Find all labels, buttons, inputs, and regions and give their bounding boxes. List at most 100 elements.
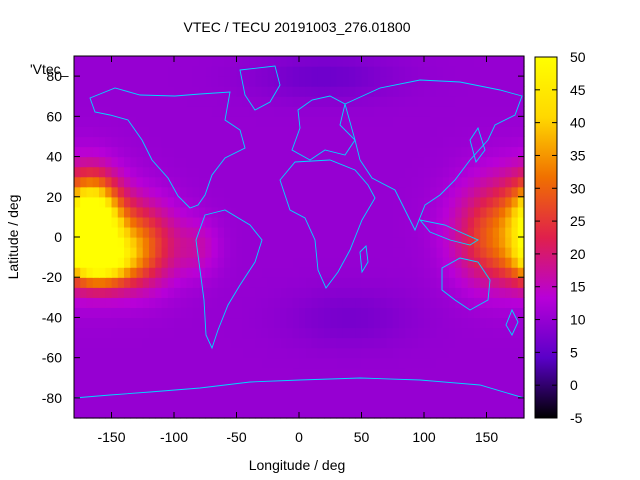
heatmap-cell	[86, 297, 94, 308]
heatmap-cell	[117, 387, 125, 399]
heatmap-cell	[249, 327, 256, 339]
y-tick-label: 0	[54, 229, 62, 245]
heatmap-cell	[380, 277, 388, 288]
heatmap-cell	[467, 317, 475, 329]
heatmap-cell	[355, 226, 363, 238]
heatmap-cell	[411, 216, 419, 228]
heatmap-cell	[380, 146, 388, 158]
heatmap-cell	[486, 307, 494, 319]
heatmap-cell	[155, 156, 163, 168]
heatmap-cell	[499, 96, 506, 107]
heatmap-cell	[449, 66, 456, 77]
heatmap-cell	[136, 277, 144, 288]
heatmap-cell	[111, 226, 119, 238]
heatmap-cell	[342, 297, 350, 308]
heatmap-cell	[167, 257, 175, 268]
heatmap-cell	[361, 216, 369, 228]
heatmap-cell	[274, 86, 281, 97]
heatmap-cell	[474, 166, 481, 178]
heatmap-cell	[242, 76, 250, 87]
heatmap-cell	[167, 66, 175, 77]
heatmap-cell	[480, 397, 488, 409]
heatmap-cell	[449, 166, 456, 178]
heatmap-cell	[317, 247, 325, 258]
heatmap-cell	[317, 136, 325, 148]
heatmap-cell	[217, 116, 225, 127]
heatmap-cell	[180, 166, 188, 178]
heatmap-cell	[124, 267, 131, 278]
heatmap-cell	[355, 267, 363, 278]
heatmap-cell	[86, 206, 94, 218]
heatmap-cell	[455, 206, 463, 218]
heatmap-cell	[274, 146, 281, 158]
heatmap-cell	[242, 86, 250, 97]
heatmap-cell	[517, 387, 525, 399]
heatmap-cell	[317, 407, 325, 419]
heatmap-cell	[424, 186, 431, 198]
heatmap-cell	[161, 116, 169, 127]
heatmap-cell	[486, 367, 494, 379]
heatmap-cell	[505, 327, 513, 339]
heatmap-cell	[161, 66, 169, 77]
heatmap-cell	[267, 186, 275, 198]
heatmap-cell	[405, 317, 413, 329]
heatmap-cell	[74, 307, 81, 319]
heatmap-cell	[330, 287, 338, 298]
heatmap-cell	[111, 387, 119, 399]
heatmap-cell	[299, 76, 306, 87]
heatmap-cell	[436, 277, 444, 288]
heatmap-cell	[192, 166, 200, 178]
heatmap-cell	[380, 237, 388, 248]
heatmap-cell	[305, 176, 313, 188]
heatmap-cell	[430, 327, 438, 339]
heatmap-cell	[192, 287, 200, 298]
heatmap-cell	[374, 397, 381, 409]
heatmap-cell	[511, 407, 519, 419]
heatmap-cell	[436, 317, 444, 329]
heatmap-cell	[249, 116, 256, 127]
heatmap-cell	[492, 357, 500, 369]
heatmap-cell	[330, 327, 338, 339]
heatmap-cell	[324, 297, 331, 308]
heatmap-cell	[324, 136, 331, 148]
heatmap-cell	[311, 297, 319, 308]
colorbar-tick-label: 30	[570, 180, 586, 196]
heatmap-cell	[99, 337, 106, 349]
heatmap-cell	[155, 136, 163, 148]
heatmap-cell	[280, 387, 288, 399]
heatmap-cell	[436, 106, 444, 117]
heatmap-cell	[299, 397, 306, 409]
heatmap-cell	[517, 116, 525, 127]
heatmap-cell	[242, 126, 250, 138]
heatmap-cell	[111, 196, 119, 208]
heatmap-cell	[211, 387, 219, 399]
heatmap-cell	[92, 237, 100, 248]
heatmap-cell	[174, 66, 181, 77]
heatmap-cell	[342, 247, 350, 258]
heatmap-cell	[136, 327, 144, 339]
heatmap-cell	[130, 56, 138, 67]
heatmap-cell	[517, 237, 525, 248]
heatmap-cell	[136, 257, 144, 268]
heatmap-cell	[380, 86, 388, 97]
heatmap-cell	[386, 397, 394, 409]
heatmap-cell	[130, 166, 138, 178]
heatmap-cell	[99, 106, 106, 117]
heatmap-cell	[136, 66, 144, 77]
heatmap-cell	[180, 186, 188, 198]
heatmap-cell	[367, 277, 375, 288]
heatmap-cell	[199, 106, 206, 117]
heatmap-cell	[274, 226, 281, 238]
heatmap-cell	[255, 216, 263, 228]
heatmap-cell	[505, 96, 513, 107]
heatmap-cell	[455, 196, 463, 208]
heatmap-cell	[361, 307, 369, 319]
heatmap-cell	[267, 216, 275, 228]
heatmap-cell	[186, 126, 194, 138]
heatmap-cell	[161, 86, 169, 97]
heatmap-cell	[142, 86, 150, 97]
heatmap-cell	[105, 156, 113, 168]
heatmap-cell	[261, 287, 269, 298]
heatmap-cell	[442, 66, 450, 77]
heatmap-cell	[105, 66, 113, 77]
